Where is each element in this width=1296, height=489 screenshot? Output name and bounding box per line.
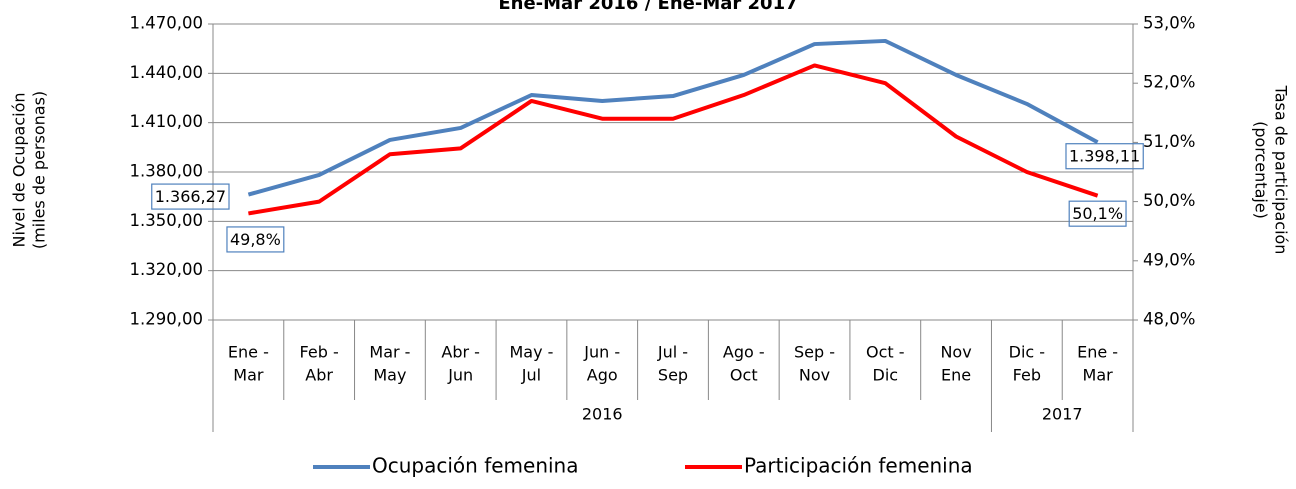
x-tick-label: Ene bbox=[941, 366, 971, 385]
data-label: 1.398,11 bbox=[1065, 143, 1144, 170]
data-label-box bbox=[1065, 143, 1144, 170]
y-tick-label: 1.350,00 bbox=[130, 211, 203, 230]
x-tick-label: Abr - bbox=[441, 343, 480, 362]
series-line bbox=[247, 38, 1099, 197]
y-axis-title-line: (miles de personas) bbox=[30, 91, 49, 249]
y-tick-label: 1.440,00 bbox=[130, 63, 203, 82]
y2-tick-label: 50,0% bbox=[1143, 191, 1195, 210]
x-tick-label: Mar bbox=[233, 366, 264, 385]
x-group-label: 2016 bbox=[582, 405, 623, 424]
x-tick-label: Jul bbox=[521, 366, 541, 385]
data-label: 1.366,27 bbox=[151, 183, 230, 210]
legend-label: Participación femenina bbox=[744, 454, 973, 478]
chart-title: Ene-Mar 2016 / Ene-Mar 2017 bbox=[498, 0, 797, 14]
data-label: 49,8% bbox=[226, 226, 285, 253]
y2-tick-label: 49,0% bbox=[1143, 250, 1195, 269]
y-axis-title-line: Nivel de Ocupación bbox=[10, 92, 29, 247]
series-line bbox=[248, 63, 1099, 216]
x-tick-label: May bbox=[373, 366, 406, 385]
x-tick-label: Oct - bbox=[866, 343, 905, 362]
x-tick-label: Jun - bbox=[583, 343, 620, 362]
x-tick-label: Mar - bbox=[369, 343, 410, 362]
x-tick-label: Jun bbox=[447, 366, 473, 385]
x-tick-label: Nov bbox=[799, 366, 830, 385]
data-label-text: 1.366,27 bbox=[155, 187, 226, 206]
x-tick-label: Oct bbox=[730, 366, 758, 385]
y-axis-title: Nivel de Ocupación (miles de personas) bbox=[10, 91, 49, 249]
y2-tick-label: 53,0% bbox=[1143, 14, 1195, 33]
x-tick-label: Feb - bbox=[300, 343, 339, 362]
data-label-box bbox=[1068, 200, 1127, 227]
data-label-text: 50,1% bbox=[1072, 204, 1123, 223]
x-tick-label: Ago - bbox=[723, 343, 765, 362]
x-tick-label: Feb bbox=[1013, 366, 1041, 385]
y2-axis-title-line: (porcentaje) bbox=[1252, 121, 1271, 219]
y-tick-label: 1.410,00 bbox=[130, 112, 203, 131]
y-tick-label: 1.290,00 bbox=[130, 310, 203, 329]
y2-tick-label: 52,0% bbox=[1143, 73, 1195, 92]
x-tick-label: Sep - bbox=[794, 343, 835, 362]
y-tick-label: 1.380,00 bbox=[130, 162, 203, 181]
data-label-text: 1.398,11 bbox=[1069, 147, 1140, 166]
y2-tick-label: 51,0% bbox=[1143, 132, 1195, 151]
x-tick-label: May - bbox=[509, 343, 553, 362]
x-tick-label: Ene - bbox=[228, 343, 269, 362]
x-tick-label: Jul - bbox=[657, 343, 688, 362]
data-label-text: 49,8% bbox=[230, 230, 281, 249]
x-group-label: 2017 bbox=[1042, 405, 1083, 424]
x-tick-label: Ago bbox=[587, 366, 618, 385]
y2-axis-title-line: Tasa de participación bbox=[1272, 85, 1291, 255]
x-tick-label: Dic bbox=[873, 366, 899, 385]
y2-axis-title: Tasa de participación (porcentaje) bbox=[1252, 85, 1291, 255]
x-tick-label: Dic - bbox=[1009, 343, 1045, 362]
x-tick-label: Sep bbox=[658, 366, 688, 385]
x-tick-label: Mar bbox=[1083, 366, 1114, 385]
data-label: 50,1% bbox=[1068, 200, 1127, 227]
data-label-box bbox=[226, 226, 285, 253]
x-tick-label: Nov bbox=[940, 343, 971, 362]
y2-tick-label: 48,0% bbox=[1143, 310, 1195, 329]
y-tick-label: 1.470,00 bbox=[130, 14, 203, 33]
x-tick-label: Abr bbox=[305, 366, 333, 385]
y-tick-label: 1.320,00 bbox=[130, 260, 203, 279]
data-label-box bbox=[151, 183, 230, 210]
x-tick-label: Ene - bbox=[1077, 343, 1118, 362]
legend-label: Ocupación femenina bbox=[372, 454, 578, 478]
